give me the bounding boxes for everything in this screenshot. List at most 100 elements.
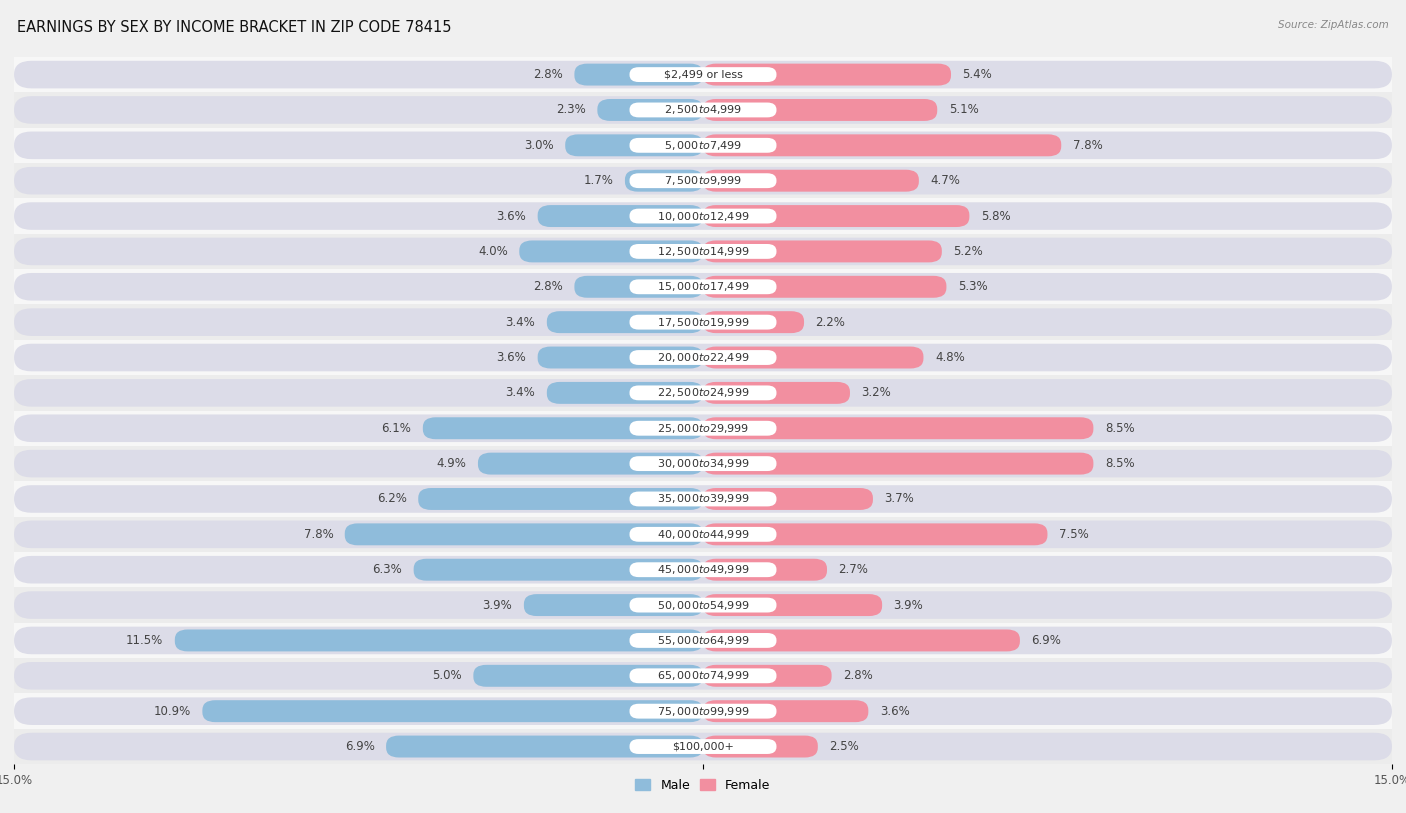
- FancyBboxPatch shape: [703, 205, 969, 227]
- FancyBboxPatch shape: [344, 524, 703, 546]
- FancyBboxPatch shape: [537, 346, 703, 368]
- FancyBboxPatch shape: [14, 96, 1392, 124]
- FancyBboxPatch shape: [423, 417, 703, 439]
- FancyBboxPatch shape: [14, 415, 1392, 442]
- Bar: [14, 233, 1392, 269]
- FancyBboxPatch shape: [14, 591, 1392, 619]
- Text: $35,000 to $39,999: $35,000 to $39,999: [657, 493, 749, 506]
- FancyBboxPatch shape: [703, 488, 873, 510]
- FancyBboxPatch shape: [703, 134, 1062, 156]
- Text: $55,000 to $64,999: $55,000 to $64,999: [657, 634, 749, 647]
- FancyBboxPatch shape: [703, 311, 804, 333]
- Bar: [14, 729, 1392, 764]
- FancyBboxPatch shape: [14, 237, 1392, 265]
- FancyBboxPatch shape: [598, 99, 703, 121]
- FancyBboxPatch shape: [630, 138, 776, 153]
- Text: 1.7%: 1.7%: [583, 174, 613, 187]
- Bar: [14, 659, 1392, 693]
- FancyBboxPatch shape: [630, 385, 776, 400]
- FancyBboxPatch shape: [547, 311, 703, 333]
- Text: 4.9%: 4.9%: [437, 457, 467, 470]
- FancyBboxPatch shape: [703, 170, 920, 192]
- FancyBboxPatch shape: [14, 733, 1392, 760]
- FancyBboxPatch shape: [703, 629, 1019, 651]
- FancyBboxPatch shape: [630, 598, 776, 612]
- Text: $40,000 to $44,999: $40,000 to $44,999: [657, 528, 749, 541]
- Text: 2.8%: 2.8%: [533, 68, 562, 81]
- Text: 7.8%: 7.8%: [304, 528, 333, 541]
- FancyBboxPatch shape: [630, 492, 776, 506]
- Text: $15,000 to $17,499: $15,000 to $17,499: [657, 280, 749, 293]
- FancyBboxPatch shape: [703, 63, 950, 85]
- FancyBboxPatch shape: [703, 559, 827, 580]
- FancyBboxPatch shape: [14, 485, 1392, 513]
- Text: 3.7%: 3.7%: [884, 493, 914, 506]
- Text: $7,500 to $9,999: $7,500 to $9,999: [664, 174, 742, 187]
- FancyBboxPatch shape: [14, 308, 1392, 336]
- Bar: [14, 163, 1392, 198]
- FancyBboxPatch shape: [630, 563, 776, 577]
- Text: $25,000 to $29,999: $25,000 to $29,999: [657, 422, 749, 435]
- Text: 11.5%: 11.5%: [127, 634, 163, 647]
- FancyBboxPatch shape: [537, 205, 703, 227]
- Text: $2,499 or less: $2,499 or less: [664, 70, 742, 80]
- FancyBboxPatch shape: [575, 63, 703, 85]
- Bar: [14, 198, 1392, 234]
- FancyBboxPatch shape: [14, 556, 1392, 584]
- Bar: [14, 376, 1392, 411]
- FancyBboxPatch shape: [478, 453, 703, 475]
- FancyBboxPatch shape: [14, 379, 1392, 406]
- FancyBboxPatch shape: [630, 350, 776, 365]
- FancyBboxPatch shape: [703, 417, 1094, 439]
- Legend: Male, Female: Male, Female: [630, 774, 776, 797]
- Text: 5.3%: 5.3%: [957, 280, 987, 293]
- Text: 5.1%: 5.1%: [949, 103, 979, 116]
- Text: EARNINGS BY SEX BY INCOME BRACKET IN ZIP CODE 78415: EARNINGS BY SEX BY INCOME BRACKET IN ZIP…: [17, 20, 451, 35]
- Text: 2.8%: 2.8%: [844, 669, 873, 682]
- Text: 6.9%: 6.9%: [1032, 634, 1062, 647]
- Text: 7.5%: 7.5%: [1059, 528, 1088, 541]
- FancyBboxPatch shape: [14, 344, 1392, 372]
- FancyBboxPatch shape: [14, 167, 1392, 194]
- FancyBboxPatch shape: [703, 276, 946, 298]
- FancyBboxPatch shape: [703, 241, 942, 263]
- FancyBboxPatch shape: [413, 559, 703, 580]
- Bar: [14, 57, 1392, 92]
- FancyBboxPatch shape: [703, 99, 938, 121]
- Text: $10,000 to $12,499: $10,000 to $12,499: [657, 210, 749, 223]
- Bar: [14, 269, 1392, 304]
- Bar: [14, 340, 1392, 375]
- Text: 5.0%: 5.0%: [432, 669, 461, 682]
- FancyBboxPatch shape: [474, 665, 703, 687]
- Text: $12,500 to $14,999: $12,500 to $14,999: [657, 245, 749, 258]
- Bar: [14, 128, 1392, 163]
- Text: 5.8%: 5.8%: [981, 210, 1011, 223]
- FancyBboxPatch shape: [630, 668, 776, 683]
- FancyBboxPatch shape: [630, 704, 776, 719]
- FancyBboxPatch shape: [14, 698, 1392, 725]
- FancyBboxPatch shape: [524, 594, 703, 616]
- Text: 8.5%: 8.5%: [1105, 457, 1135, 470]
- Bar: [14, 304, 1392, 340]
- FancyBboxPatch shape: [14, 520, 1392, 548]
- Text: 10.9%: 10.9%: [153, 705, 191, 718]
- Text: $2,500 to $4,999: $2,500 to $4,999: [664, 103, 742, 116]
- FancyBboxPatch shape: [519, 241, 703, 263]
- Text: 6.3%: 6.3%: [373, 563, 402, 576]
- Text: 6.1%: 6.1%: [381, 422, 412, 435]
- Text: 3.4%: 3.4%: [506, 315, 536, 328]
- Bar: [14, 623, 1392, 659]
- Text: 5.4%: 5.4%: [963, 68, 993, 81]
- FancyBboxPatch shape: [703, 382, 851, 404]
- FancyBboxPatch shape: [630, 527, 776, 541]
- Text: 3.4%: 3.4%: [506, 386, 536, 399]
- Text: 6.2%: 6.2%: [377, 493, 406, 506]
- FancyBboxPatch shape: [703, 665, 831, 687]
- FancyBboxPatch shape: [174, 629, 703, 651]
- FancyBboxPatch shape: [14, 61, 1392, 89]
- Text: 3.6%: 3.6%: [880, 705, 910, 718]
- Text: 7.8%: 7.8%: [1073, 139, 1102, 152]
- FancyBboxPatch shape: [703, 453, 1094, 475]
- FancyBboxPatch shape: [703, 524, 1047, 546]
- Text: 3.9%: 3.9%: [894, 598, 924, 611]
